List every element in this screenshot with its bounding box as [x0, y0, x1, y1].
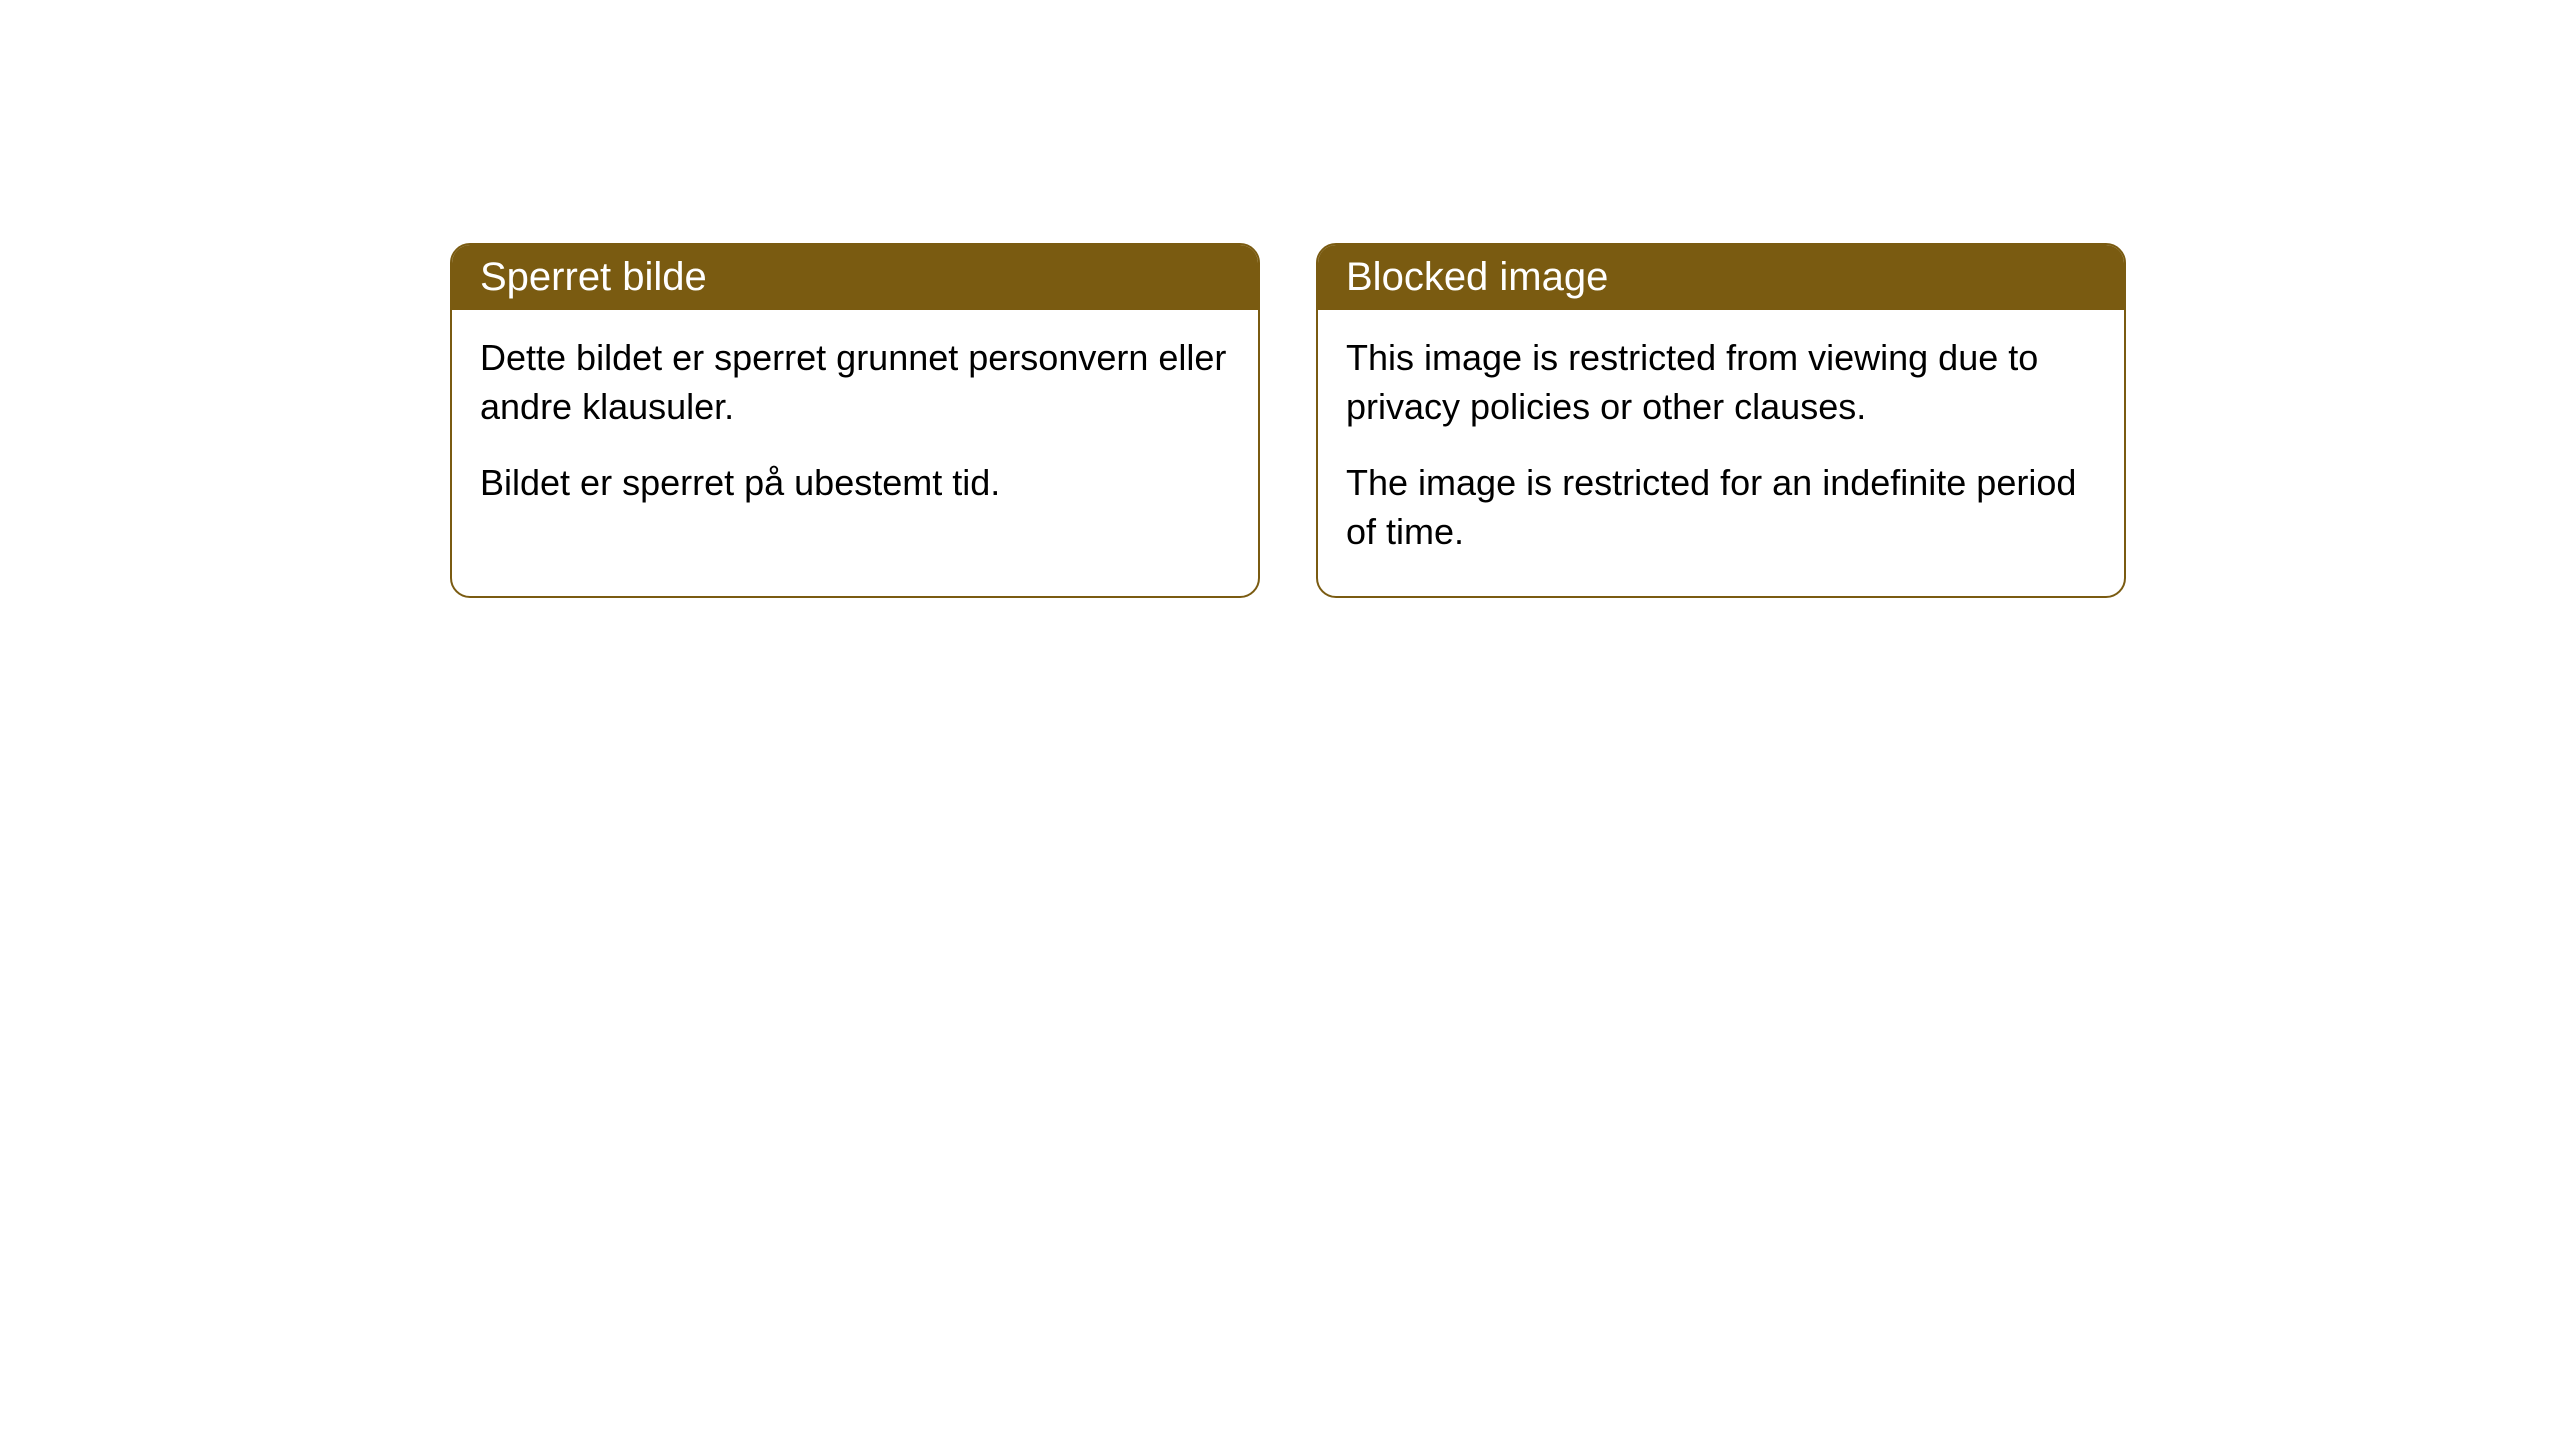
blocked-image-card-en: Blocked image This image is restricted f…	[1316, 243, 2126, 598]
card-title-en: Blocked image	[1318, 245, 2124, 310]
card-body-en: This image is restricted from viewing du…	[1318, 310, 2124, 596]
card-paragraph-2-en: The image is restricted for an indefinit…	[1346, 459, 2096, 556]
card-paragraph-1-no: Dette bildet er sperret grunnet personve…	[480, 334, 1230, 431]
blocked-image-card-no: Sperret bilde Dette bildet er sperret gr…	[450, 243, 1260, 598]
card-body-no: Dette bildet er sperret grunnet personve…	[452, 310, 1258, 548]
card-paragraph-2-no: Bildet er sperret på ubestemt tid.	[480, 459, 1230, 508]
card-title-no: Sperret bilde	[452, 245, 1258, 310]
card-container: Sperret bilde Dette bildet er sperret gr…	[450, 243, 2126, 598]
card-paragraph-1-en: This image is restricted from viewing du…	[1346, 334, 2096, 431]
